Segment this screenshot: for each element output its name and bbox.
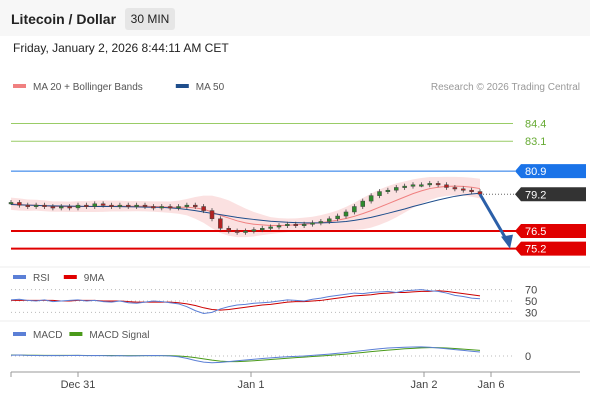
candle-body [109, 204, 114, 207]
level-tag-75.2 [515, 241, 586, 256]
level-label-83.1: 83.1 [525, 136, 546, 148]
candle-body [184, 204, 190, 207]
macd-line [10, 346, 481, 364]
x-tick-label: Jan 2 [411, 379, 438, 391]
candle-body [360, 200, 365, 207]
candle-body [394, 187, 399, 191]
rsi-tick-label: 70 [525, 285, 537, 297]
level-label-76.5: 76.5 [525, 226, 546, 238]
macd-legend-label: MACD Signal [89, 330, 149, 341]
candle-body [268, 226, 273, 229]
candle-body [209, 210, 215, 220]
candle-body [293, 223, 298, 226]
candle-body [59, 206, 64, 209]
level-tag-76.5 [515, 224, 586, 238]
candle-body [176, 206, 181, 209]
candle-body [427, 183, 432, 186]
candle-body [226, 228, 231, 232]
candle-body [218, 218, 223, 229]
forecast-arrow-head [501, 234, 513, 249]
legend-swatch-0 [13, 84, 26, 88]
candle-body [42, 204, 47, 207]
timeframe-button[interactable]: 30 MIN [125, 8, 175, 30]
timestamp: Friday, January 2, 2026 8:44:11 AM CET [13, 41, 229, 55]
candle-body [335, 215, 340, 220]
x-tick-label: Jan 6 [478, 379, 505, 391]
ma50-line [10, 192, 481, 224]
macd-tick-label: 0 [525, 351, 531, 363]
candle-body [243, 230, 248, 233]
candle-body [8, 202, 14, 205]
macd-legend-swatch-0 [13, 332, 26, 336]
rsi-line [10, 289, 481, 314]
bollinger-band [11, 176, 480, 238]
level-tag-79.2 [515, 187, 586, 202]
candle-body [126, 204, 131, 207]
candle-body [167, 206, 173, 209]
macd-legend-swatch-1 [69, 332, 83, 336]
candle-body [301, 223, 307, 226]
candle-body [84, 204, 89, 207]
candle-body [251, 229, 257, 232]
candle-body [201, 206, 206, 211]
candle-body [92, 203, 97, 207]
rsi-legend-swatch-1 [63, 275, 77, 279]
rsi-legend-swatch-0 [13, 275, 26, 279]
candle-body [142, 204, 148, 207]
level-label-75.2: 75.2 [525, 244, 546, 256]
legend-label: MA 20 + Bollinger Bands [33, 82, 143, 93]
candle-body [452, 187, 458, 190]
forecast-arrow-shaft [478, 193, 509, 242]
candle-body [134, 204, 139, 207]
rsi-legend-label: RSI [33, 273, 50, 284]
instrument-title: Litecoin / Dollar [11, 11, 117, 27]
legend-label: MA 50 [196, 82, 225, 93]
candle-body [260, 228, 265, 231]
candle-body [50, 206, 56, 209]
legend-swatch-1 [175, 84, 189, 88]
candle-body [343, 211, 349, 217]
candle-body [352, 206, 357, 213]
candle-body [25, 204, 30, 207]
candle-body [67, 206, 72, 209]
candle-body [327, 218, 332, 222]
candle-body [117, 204, 123, 207]
candle-body [33, 204, 39, 207]
credit-text: Research © 2026 Trading Central [431, 82, 580, 93]
candle-body [410, 184, 416, 187]
candle-body [159, 206, 164, 209]
candle-body [385, 189, 391, 192]
candle-body [318, 221, 324, 224]
level-tag-80.9 [515, 164, 586, 179]
rsi-tick-label: 50 [525, 296, 537, 308]
macd-legend-label: MACD [33, 330, 62, 341]
rsi-tick-label: 30 [525, 307, 537, 319]
candle-body [285, 223, 290, 226]
candle-body [444, 184, 449, 188]
x-tick-label: Dec 31 [61, 379, 96, 391]
x-tick-label: Jan 1 [238, 379, 265, 391]
candle-body [377, 191, 382, 196]
candle-body [461, 188, 466, 191]
level-label-80.9: 80.9 [525, 166, 546, 178]
candle-body [75, 204, 81, 209]
candle-body [276, 225, 282, 228]
candle-body [193, 204, 198, 207]
rsi-legend-label: 9MA [84, 273, 105, 284]
candle-body [368, 195, 374, 202]
candle-body [17, 202, 22, 206]
candle-body [402, 185, 407, 188]
candle-body [310, 222, 315, 225]
candle-body [469, 189, 474, 192]
candle-body [234, 230, 240, 233]
candle-body [419, 184, 424, 187]
candle-body [151, 206, 156, 209]
level-label-84.4: 84.4 [525, 119, 546, 131]
candle-body [100, 203, 106, 206]
candle-body [435, 183, 441, 186]
level-label-79.2: 79.2 [525, 189, 546, 201]
header-bar: Litecoin / Dollar 30 MIN [0, 0, 590, 36]
